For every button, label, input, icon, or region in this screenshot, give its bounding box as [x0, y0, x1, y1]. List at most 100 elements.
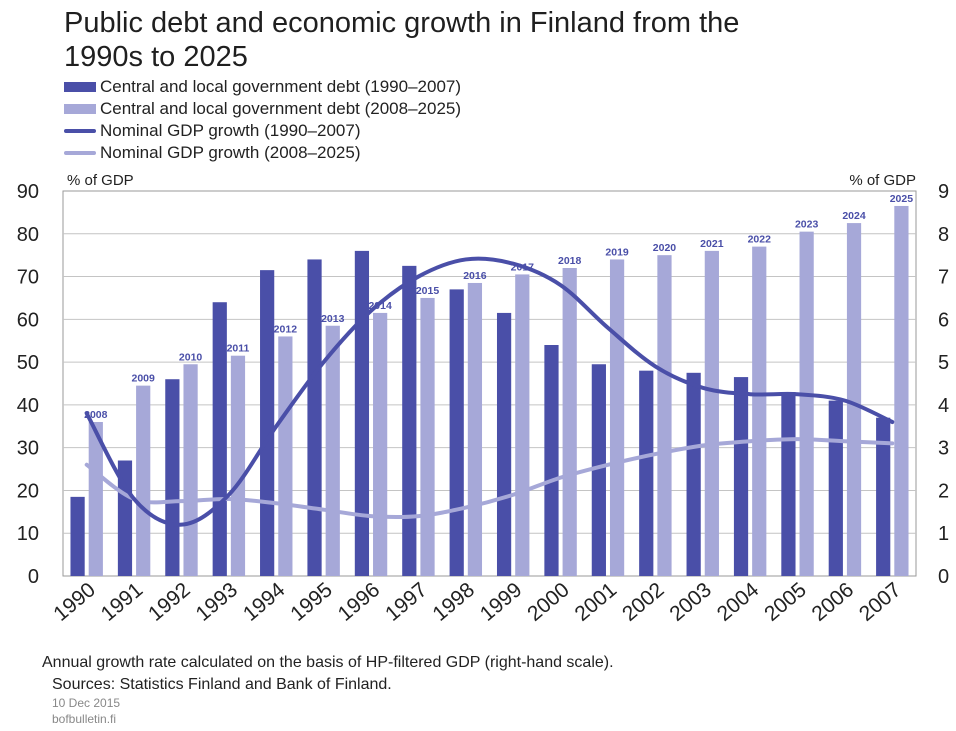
bar-debt-1990-2007 — [591, 364, 606, 576]
left-tick-label: 20 — [17, 480, 39, 502]
legend-item-debt-2008-2025: Central and local government debt (2008–… — [64, 98, 461, 120]
bar-debt-2008-2025 — [183, 364, 198, 576]
bar-year-label: 2012 — [274, 323, 298, 335]
bar-debt-2008-2025 — [467, 282, 483, 576]
bar-debt-2008-2025 — [657, 255, 672, 576]
left-tick-label: 90 — [17, 181, 39, 203]
bar-debt-2008-2025 — [704, 250, 719, 576]
bar-debt-2008-2025 — [420, 297, 435, 576]
legend-item-gdp-2008-2025: Nominal GDP growth (2008–2025) — [64, 142, 461, 164]
bar-debt-1990-2007 — [639, 370, 654, 576]
x-tick-label: 1997 — [381, 578, 432, 626]
bar-debt-2008-2025 — [515, 274, 530, 576]
x-tick-label: 1999 — [476, 578, 527, 626]
x-tick-label: 1998 — [428, 578, 479, 626]
x-tick-label: 1996 — [334, 578, 385, 626]
legend-label: Nominal GDP growth (1990–2007) — [100, 121, 361, 140]
x-tick-label: 1994 — [239, 578, 290, 626]
bar-year-label: 2011 — [227, 343, 250, 355]
bar-year-label: 2019 — [605, 246, 629, 258]
bar-debt-1990-2007 — [212, 302, 227, 576]
x-tick-label: 2005 — [760, 578, 811, 626]
bar-debt-2008-2025 — [373, 312, 388, 576]
bar-year-label: 2010 — [179, 351, 203, 363]
chart-title: Public debt and economic growth in Finla… — [64, 7, 740, 73]
bar-debt-1990-2007 — [402, 265, 417, 576]
left-tick-label: 0 — [28, 566, 39, 588]
legend-line-gdp-2008-2025 — [64, 151, 96, 155]
x-tick-label: 1995 — [286, 578, 337, 626]
bar-year-label: 2022 — [748, 234, 772, 246]
x-tick-label: 2004 — [713, 578, 764, 626]
right-tick-label: 0 — [938, 566, 949, 588]
left-tick-label: 70 — [17, 267, 39, 289]
bar-debt-2008-2025 — [752, 246, 767, 576]
left-tick-label: 50 — [17, 352, 39, 374]
plot-frame — [62, 190, 917, 577]
x-tick-label: 2006 — [808, 578, 859, 626]
legend-swatch-debt-1990-2007 — [64, 82, 96, 92]
left-tick-label: 10 — [17, 523, 39, 545]
bar-debt-1990-2007 — [496, 312, 512, 576]
right-axis-label: % of GDP — [849, 172, 916, 189]
footer-note: Annual growth rate calculated on the bas… — [42, 654, 614, 671]
legend-swatch-debt-2008-2025 — [64, 104, 96, 114]
x-tick-label: 1992 — [144, 578, 195, 626]
line-gdp-1990-2007 — [84, 256, 895, 527]
left-tick-label: 40 — [17, 395, 39, 417]
bar-year-label: 2016 — [463, 270, 487, 282]
legend: Central and local government debt (1990–… — [64, 76, 461, 164]
left-axis-label: % of GDP — [67, 172, 134, 189]
right-tick-label: 3 — [938, 438, 949, 460]
bar-year-label: 2023 — [795, 219, 819, 231]
line-gdp-2008-2025 — [84, 437, 895, 520]
legend-item-gdp-1990-2007: Nominal GDP growth (1990–2007) — [64, 120, 461, 142]
left-tick-label: 60 — [17, 309, 39, 331]
right-tick-label: 4 — [938, 395, 949, 417]
bar-debt-2008-2025 — [799, 231, 814, 576]
bar-year-label: 2024 — [842, 210, 866, 222]
right-tick-label: 5 — [938, 352, 949, 374]
bar-debt-1990-2007 — [876, 417, 891, 576]
bar-debt-1990-2007 — [828, 400, 843, 576]
x-tick-label: 2001 — [571, 578, 622, 626]
bar-debt-1990-2007 — [449, 289, 464, 576]
bar-debt-1990-2007 — [544, 345, 559, 576]
bar-debt-1990-2007 — [165, 379, 180, 576]
bar-debt-2008-2025 — [846, 223, 862, 577]
bar-debt-1990-2007 — [354, 250, 370, 576]
bar-year-label: 2013 — [321, 313, 345, 325]
bar-debt-1990-2007 — [686, 372, 701, 576]
bar-debt-2008-2025 — [609, 259, 625, 576]
x-tick-label: 2007 — [855, 578, 906, 626]
right-tick-label: 6 — [938, 309, 949, 331]
bar-debt-1990-2007 — [307, 259, 322, 576]
left-tick-label: 80 — [17, 224, 39, 246]
bar-debt-1990-2007 — [70, 496, 85, 576]
bar-year-label: 2020 — [653, 242, 677, 254]
legend-item-debt-1990-2007: Central and local government debt (1990–… — [64, 76, 461, 98]
footer-date: 10 Dec 2015 — [52, 696, 121, 710]
legend-label: Central and local government debt (1990–… — [100, 77, 462, 96]
bar-debt-2008-2025 — [136, 385, 151, 576]
bar-debt-2008-2025 — [230, 355, 246, 576]
x-tick-label: 2003 — [665, 578, 716, 626]
x-tick-label: 1991 — [97, 578, 148, 626]
x-tick-label: 2002 — [618, 578, 669, 626]
right-tick-label: 7 — [938, 267, 949, 289]
legend-label: Nominal GDP growth (2008–2025) — [100, 143, 361, 162]
footer-site: bofbulletin.fi — [52, 712, 117, 726]
left-tick-label: 30 — [17, 438, 39, 460]
bar-year-label: 2018 — [558, 255, 582, 267]
bar-debt-2008-2025 — [88, 422, 103, 576]
right-tick-label: 9 — [938, 181, 949, 203]
bar-debt-1990-2007 — [733, 377, 749, 576]
legend-line-gdp-1990-2007 — [64, 129, 96, 133]
bar-debt-1990-2007 — [781, 392, 796, 576]
legend-label: Central and local government debt (2008–… — [100, 99, 462, 118]
bar-debt-2008-2025 — [325, 325, 340, 576]
x-tick-label: 2000 — [523, 578, 574, 626]
bar-year-label: 2025 — [890, 193, 914, 205]
right-tick-label: 1 — [938, 523, 949, 545]
